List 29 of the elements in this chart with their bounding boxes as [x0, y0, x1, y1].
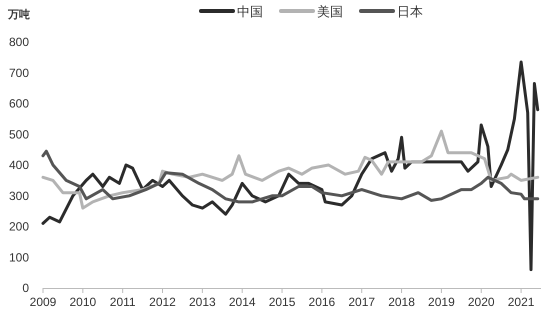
y-tick-label: 700 — [8, 66, 30, 80]
x-tick-label: 2016 — [308, 295, 336, 309]
y-tick-label: 0 — [22, 281, 30, 295]
y-tick-label: 400 — [8, 158, 30, 172]
x-tick-label: 2012 — [149, 295, 176, 309]
x-tick-label: 2015 — [268, 295, 296, 309]
x-tick-label: 2018 — [388, 295, 416, 309]
y-tick-label: 600 — [8, 96, 30, 110]
line-series — [42, 150, 540, 204]
line-series — [42, 60, 540, 272]
x-tick-label: 2017 — [348, 295, 376, 309]
y-tick-label: 300 — [8, 188, 30, 203]
x-tick-label: 2010 — [69, 295, 97, 309]
y-tick-label: 500 — [8, 127, 30, 142]
y-tick-label: 200 — [8, 220, 30, 234]
legend-label: 日本 — [397, 4, 423, 19]
y-axis-title: 万吨 — [7, 8, 30, 21]
line-series — [42, 130, 540, 210]
y-tick-label: 800 — [8, 35, 30, 49]
x-tick-label: 2011 — [110, 295, 136, 309]
x-tick-label: 2013 — [189, 295, 216, 309]
y-tick-label: 100 — [8, 250, 30, 264]
x-tick-label: 2009 — [30, 295, 57, 309]
x-tick-label: 2020 — [468, 295, 495, 309]
legend-label: 美国 — [317, 4, 343, 19]
x-tick-label: 2021 — [508, 295, 535, 309]
x-tick-label: 2014 — [228, 295, 256, 309]
legend-label: 中国 — [237, 4, 263, 19]
x-tick-label: 2019 — [428, 295, 456, 309]
